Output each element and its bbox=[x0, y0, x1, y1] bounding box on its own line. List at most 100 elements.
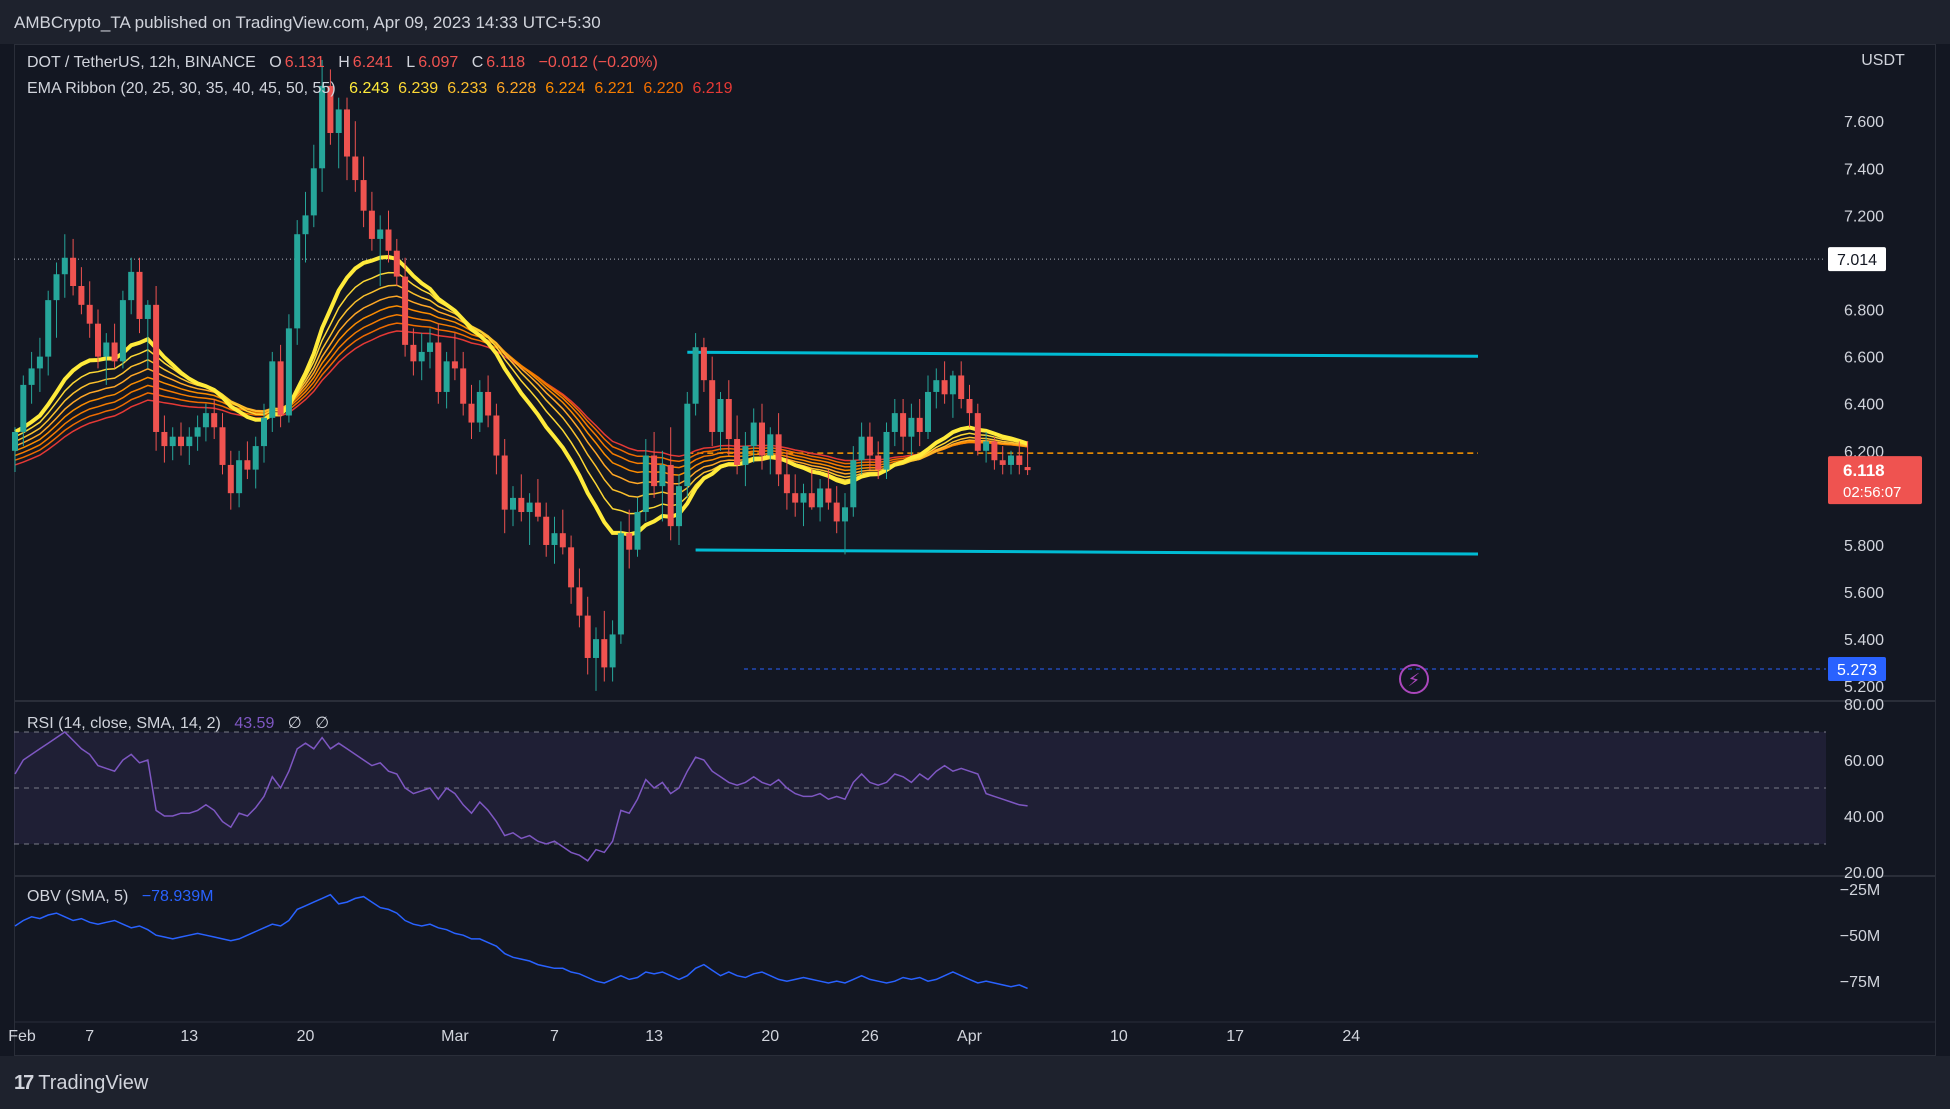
candle-body bbox=[891, 413, 898, 432]
candle bbox=[916, 399, 923, 447]
close-value: 6.118 bbox=[486, 54, 526, 71]
candle bbox=[344, 97, 350, 181]
candlestick-series[interactable] bbox=[12, 60, 1031, 691]
candle bbox=[119, 290, 126, 369]
candle bbox=[593, 627, 599, 691]
svg-text:⚡: ⚡ bbox=[1408, 670, 1421, 690]
candle bbox=[551, 516, 558, 564]
candle bbox=[128, 257, 135, 315]
obv-tick: −25M bbox=[1840, 882, 1880, 899]
candle-body bbox=[526, 502, 533, 513]
high-value: 6.241 bbox=[352, 54, 393, 71]
candle-body bbox=[169, 436, 176, 447]
candle-body bbox=[360, 180, 367, 211]
candle-body bbox=[211, 413, 218, 428]
candle-body bbox=[543, 516, 550, 545]
candle bbox=[327, 69, 334, 145]
candle bbox=[792, 474, 799, 517]
candle-body bbox=[53, 274, 60, 301]
candle-body bbox=[966, 399, 973, 414]
candle bbox=[684, 391, 691, 498]
candle bbox=[153, 286, 160, 451]
candle bbox=[518, 474, 525, 522]
chart-frame bbox=[14, 44, 1936, 1056]
alert-icon[interactable]: ⚡ bbox=[1399, 664, 1429, 694]
candle-body bbox=[842, 507, 848, 522]
candle-body bbox=[883, 431, 890, 470]
candle bbox=[319, 60, 326, 192]
candle bbox=[949, 370, 956, 418]
time-axis[interactable]: Feb 7 13 20 Mar 7 13 20 26 Apr 10 17 24 bbox=[8, 1028, 1360, 1045]
ema-value-1: 6.243 bbox=[349, 80, 390, 97]
candle-body bbox=[261, 417, 267, 447]
candle-body bbox=[277, 361, 284, 416]
time-tick: 20 bbox=[297, 1028, 315, 1045]
candle-body bbox=[78, 286, 85, 305]
candle bbox=[858, 422, 865, 475]
price-tick: 7.600 bbox=[1844, 114, 1884, 131]
candle-body bbox=[609, 634, 616, 668]
obv-tick: −50M bbox=[1840, 928, 1880, 945]
candle bbox=[842, 493, 848, 555]
candle bbox=[211, 399, 218, 440]
candle-body bbox=[676, 486, 682, 527]
rsi-tick: 80.00 bbox=[1844, 697, 1884, 714]
price-tick: 7.400 bbox=[1844, 161, 1884, 178]
rsi-extra-1: ∅ bbox=[287, 715, 302, 732]
candle-body bbox=[767, 434, 774, 456]
low-label: L bbox=[406, 54, 416, 71]
candle-body bbox=[908, 417, 915, 437]
candle bbox=[817, 479, 824, 522]
candle-body bbox=[983, 441, 990, 451]
candle-body bbox=[617, 533, 624, 635]
candle-body bbox=[593, 639, 599, 658]
candle bbox=[310, 144, 317, 228]
candle bbox=[53, 262, 60, 338]
candle-body bbox=[327, 85, 334, 133]
candle-body bbox=[584, 615, 591, 658]
candle-body bbox=[194, 427, 201, 437]
candle bbox=[659, 450, 666, 522]
candle-body bbox=[875, 455, 882, 470]
candle-body bbox=[410, 344, 417, 362]
candle bbox=[734, 415, 741, 475]
candle bbox=[543, 502, 550, 557]
obv-tick: −75M bbox=[1840, 974, 1880, 991]
candle bbox=[626, 509, 633, 569]
candle-body bbox=[568, 547, 575, 588]
candle bbox=[236, 450, 243, 508]
publisher-text: AMBCrypto_TA published on TradingView.co… bbox=[14, 13, 601, 32]
candle-body bbox=[742, 446, 749, 465]
candle bbox=[111, 323, 118, 369]
candle-body bbox=[534, 502, 541, 517]
ema-value-7: 6.220 bbox=[643, 80, 684, 97]
candle-body bbox=[70, 257, 77, 287]
candle-body bbox=[709, 380, 716, 432]
candle-body bbox=[153, 304, 160, 432]
candle-body bbox=[310, 168, 317, 216]
symbol-label: DOT / TetherUS, 12h, BINANCE bbox=[27, 54, 256, 71]
tradingview-logo[interactable]: 17 TradingView bbox=[14, 1072, 149, 1094]
price-axis[interactable]: USDT7.6007.4007.2006.8006.6006.4006.2005… bbox=[1828, 52, 1922, 696]
open-label: O bbox=[269, 54, 282, 71]
candle bbox=[534, 479, 541, 522]
candle bbox=[1016, 441, 1023, 475]
candle-body bbox=[385, 229, 392, 251]
candle-body bbox=[850, 460, 857, 508]
candle-body bbox=[485, 391, 492, 416]
candle-body bbox=[402, 276, 409, 345]
price-tick: 6.800 bbox=[1844, 303, 1884, 320]
candle-body bbox=[302, 215, 309, 235]
candle bbox=[750, 408, 757, 463]
candle bbox=[999, 446, 1006, 475]
time-tick: 10 bbox=[1110, 1028, 1128, 1045]
candle-body bbox=[601, 639, 608, 668]
candle bbox=[601, 610, 608, 682]
rsi-line bbox=[14, 731, 1028, 862]
obv-line bbox=[14, 893, 1028, 990]
candle-body bbox=[28, 368, 35, 385]
candle bbox=[783, 450, 790, 510]
candle-body bbox=[252, 446, 259, 470]
candle bbox=[974, 403, 981, 456]
